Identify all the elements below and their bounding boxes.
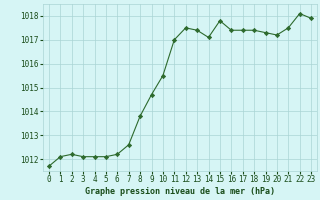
- X-axis label: Graphe pression niveau de la mer (hPa): Graphe pression niveau de la mer (hPa): [85, 187, 275, 196]
